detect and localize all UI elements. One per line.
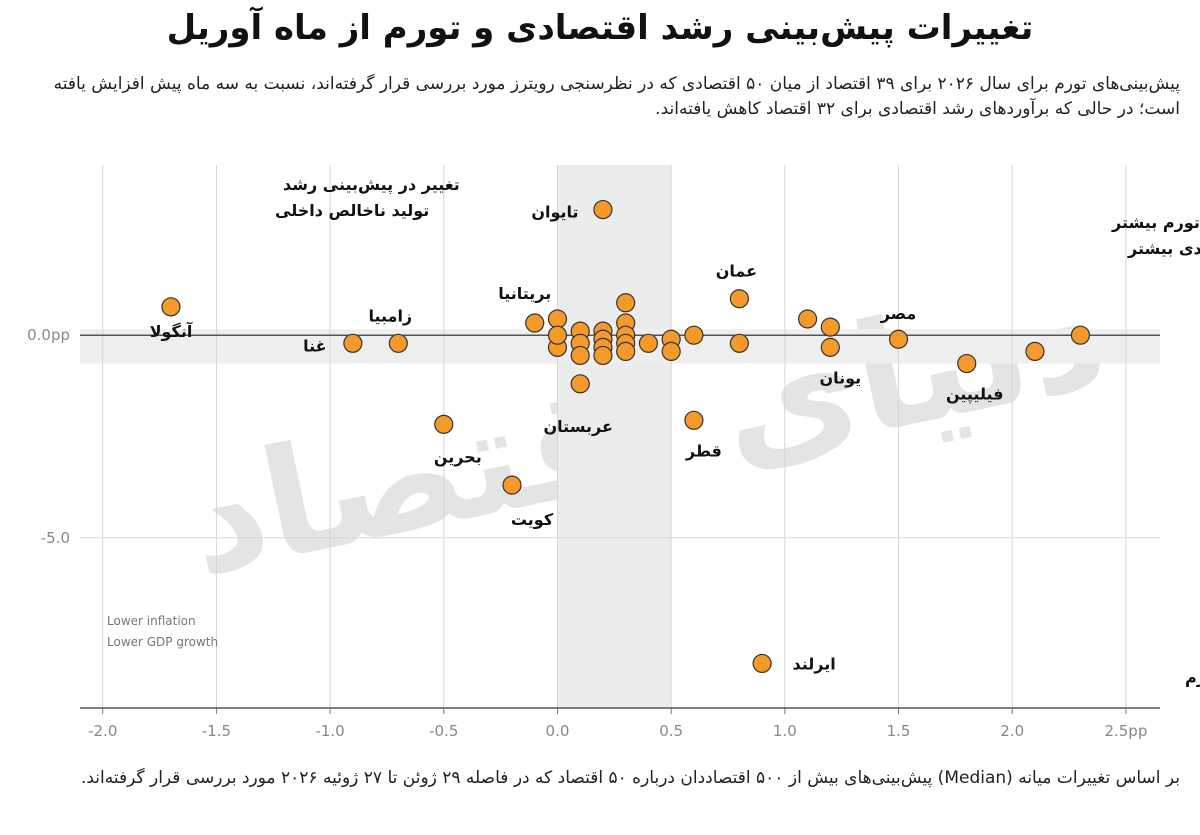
chart-title: تغییرات پیش‌بینی رشد اقتصادی و تورم از م… [166, 8, 1034, 48]
data-point [502, 475, 522, 495]
point-label: زامبیا [368, 306, 412, 325]
point-label: ایرلند [792, 654, 835, 673]
data-point [684, 325, 704, 345]
x-tick-label: 2.5pp [1104, 722, 1147, 740]
x-tick-label: 1.5 [887, 722, 911, 740]
x-tick-label: -1.0 [315, 722, 344, 740]
x-tick-label: -0.5 [429, 722, 458, 740]
point-label: قطر [685, 441, 722, 460]
quadrant-label-bottom-left-line2: Lower GDP growth [107, 635, 218, 649]
data-point [388, 333, 408, 353]
data-point [729, 333, 749, 353]
data-point [820, 317, 840, 337]
chart-footnote: بر اساس تغییرات میانه (Median) پیش‌بینی‌… [80, 768, 1180, 788]
point-label: تایوان [531, 203, 578, 222]
data-point [434, 414, 454, 434]
data-point [343, 333, 363, 353]
y-tick-label: 0.0pp [27, 326, 70, 344]
data-point [593, 199, 613, 220]
point-label: بحرین [434, 447, 482, 466]
data-point [593, 345, 613, 366]
data-point [616, 293, 636, 313]
data-point [1025, 341, 1045, 362]
point-label: غنا [303, 336, 326, 355]
data-point [638, 333, 659, 353]
data-point [570, 374, 590, 394]
y-tick-label: -5.0 [41, 529, 70, 547]
data-point [957, 353, 977, 374]
data-point [570, 345, 590, 366]
axes-layer: -2.0 -1.5 -1.0 -0.5 0.0 0.5 1.0 1.5 2.0 2.5pp 0.0p… [27, 326, 1160, 740]
point-label: عربستان [544, 417, 613, 436]
x-tick-label: -2.0 [88, 722, 117, 740]
quadrant-label-bottom-left-line1: Lower inflation [107, 614, 196, 628]
quadrant-label-top-right-line1: تورم بیشتر [1111, 213, 1200, 232]
x-tick-label: 0.5 [659, 722, 683, 740]
data-point [752, 653, 772, 674]
quadrant-label-top-right-line2: رشد اقتصادی بیشتر [1127, 239, 1200, 258]
y-axis-title-line2: تولید ناخالص داخلی [275, 201, 429, 220]
point-label: فیلیپین [946, 385, 1004, 405]
data-point [616, 341, 636, 362]
point-label: یونان [819, 368, 861, 387]
data-point [547, 325, 568, 345]
data-point [888, 329, 909, 349]
x-tick-label: 0.0 [546, 722, 570, 740]
data-point [729, 289, 749, 309]
point-label: مصر [880, 304, 917, 323]
data-point [797, 309, 818, 329]
shaded-band-vertical [557, 165, 672, 708]
data-point [820, 337, 840, 357]
data-point [547, 309, 568, 329]
data-point [661, 341, 681, 362]
data-point [525, 313, 545, 333]
point-label: آنگولا [150, 321, 193, 341]
point-label: عمان [716, 262, 757, 281]
y-axis-title-line1: تغییر در پیش‌بینی رشد [283, 175, 460, 195]
x-tick-label: -1.5 [202, 722, 231, 740]
data-point [161, 297, 181, 317]
point-label: کویت [511, 510, 554, 529]
point-label: بریتانیا [498, 284, 551, 303]
labels-layer: تغییر در پیش‌بینی رشد تولید ناخالص داخلی ت… [107, 175, 1200, 688]
x-tick-label: 1.0 [773, 722, 797, 740]
chart-subtitle: پیش‌بینی‌های تورم برای سال ۲۰۲۶ برای ۳۹ … [53, 74, 1180, 119]
data-point [1070, 325, 1091, 345]
data-point [684, 410, 704, 430]
x-tick-label: 2.0 [1000, 722, 1024, 740]
x-axis-title: تغییر در پیش‌بینی تورم [1185, 668, 1200, 688]
points-layer [161, 199, 1091, 674]
